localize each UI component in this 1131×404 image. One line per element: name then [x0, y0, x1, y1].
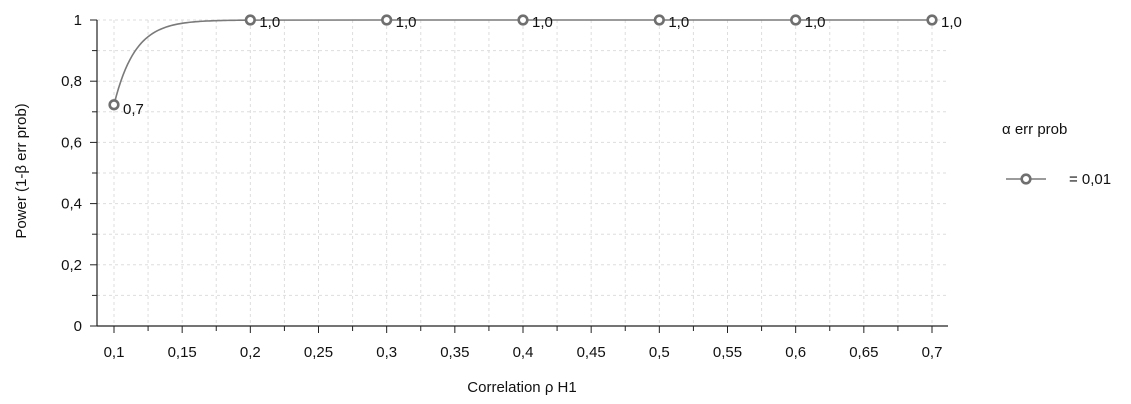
data-point — [381, 14, 393, 26]
data-labels: 0,7 1,0 1,0 1,0 1,0 1,0 1,0 — [123, 14, 962, 118]
x-tick-label: 0,45 — [577, 344, 606, 361]
series-group — [108, 14, 938, 111]
legend-series-name: = 0,01 — [1069, 171, 1111, 188]
x-tick-label: 0,15 — [168, 344, 197, 361]
data-label: 1,0 — [259, 14, 280, 31]
x-tick-label: 0,65 — [849, 344, 878, 361]
x-tick-label: 0,2 — [240, 344, 261, 361]
x-tick-label: 0,1 — [104, 344, 125, 361]
x-tick-label: 0,3 — [376, 344, 397, 361]
y-tick-label: 0,8 — [61, 73, 82, 90]
y-tick-label: 0,2 — [61, 257, 82, 274]
y-tick-label: 0,6 — [61, 134, 82, 151]
data-label: 1,0 — [532, 14, 553, 31]
series-line — [113, 19, 932, 105]
data-label: 1,0 — [668, 14, 689, 31]
data-point — [926, 14, 938, 26]
data-point — [108, 99, 120, 111]
y-tick-label: 0,4 — [61, 196, 82, 213]
legend-marker — [1020, 173, 1032, 185]
x-tick-label: 0,4 — [513, 344, 534, 361]
data-label: 0,7 — [123, 101, 144, 118]
legend-item: = 0,01 — [1006, 171, 1111, 188]
y-axis-label: Power (1-β err prob) — [13, 103, 30, 238]
x-tick-label: 0,7 — [922, 344, 943, 361]
data-point — [653, 14, 665, 26]
data-point — [790, 14, 802, 26]
legend: α err prob = 0,01 — [1002, 121, 1111, 188]
y-tick-label: 1 — [74, 12, 82, 29]
y-axis-ticks: 0 0,2 0,4 0,6 0,8 1 — [61, 12, 97, 335]
legend-title: α err prob — [1002, 121, 1067, 138]
x-axis-ticks: 0,1 0,15 0,2 0,25 0,3 0,35 0,4 0,45 0,5 0,55 0,6 0,… — [104, 326, 943, 361]
x-tick-label: 0,55 — [713, 344, 742, 361]
x-tick-label: 0,6 — [785, 344, 806, 361]
data-point — [517, 14, 529, 26]
x-axis-label: Correlation ρ H1 — [467, 379, 576, 396]
data-label: 1,0 — [805, 14, 826, 31]
x-tick-label: 0,25 — [304, 344, 333, 361]
x-tick-label: 0,35 — [440, 344, 469, 361]
y-tick-label: 0 — [74, 318, 82, 335]
data-label: 1,0 — [396, 14, 417, 31]
data-label: 1,0 — [941, 14, 962, 31]
x-tick-label: 0,5 — [649, 344, 670, 361]
data-point — [244, 14, 256, 26]
grid-lines — [97, 19, 948, 327]
